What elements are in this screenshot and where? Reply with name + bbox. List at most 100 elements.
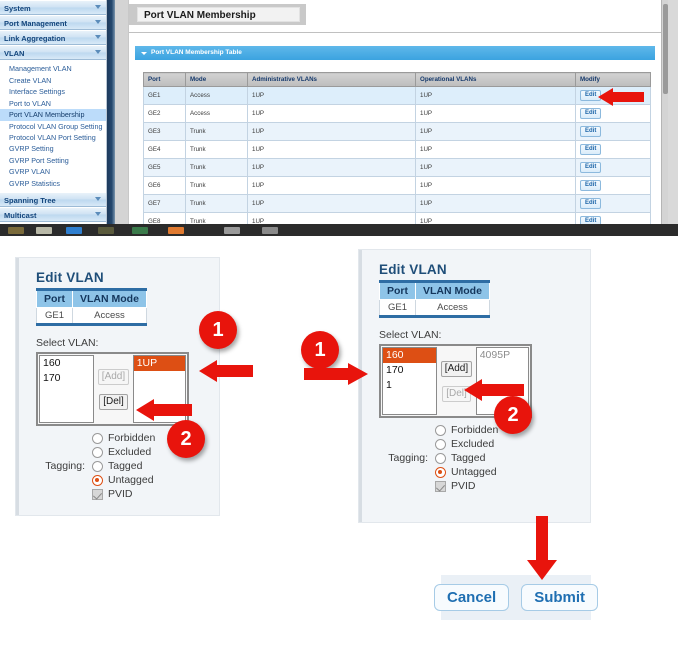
table-row[interactable]: GE2 Access 1UP 1UP Edit bbox=[143, 104, 651, 123]
cell-administrative-vlans: 1UP bbox=[247, 104, 416, 123]
sidebar-item-gvrp-port-setting[interactable]: GVRP Port Setting bbox=[9, 155, 69, 165]
taskbar-icon[interactable] bbox=[224, 227, 240, 234]
table-row[interactable]: GE4 Trunk 1UP 1UP Edit bbox=[143, 140, 651, 159]
port-mode-table: Port VLAN Mode GE1 Access bbox=[36, 288, 147, 326]
sidebar-item-port-to-vlan[interactable]: Port to VLAN bbox=[9, 98, 51, 108]
cell-vlan-mode: Access bbox=[72, 307, 147, 325]
list-item[interactable]: 160 bbox=[383, 348, 437, 363]
available-vlan-listbox[interactable]: 160 170 bbox=[39, 355, 95, 423]
radio-icon bbox=[92, 432, 103, 444]
port-mode-table: Port VLAN Mode GE1 Access bbox=[379, 280, 490, 318]
sidebar-item-interface-settings[interactable]: Interface Settings bbox=[9, 87, 65, 96]
page-title: Port VLAN Membership bbox=[137, 7, 300, 22]
radio-icon-checked bbox=[92, 474, 103, 486]
cell-port: GE2 bbox=[143, 104, 186, 123]
table-row[interactable]: GE3 Trunk 1UP 1UP Edit bbox=[143, 122, 651, 141]
del-button[interactable]: [Del] bbox=[442, 386, 471, 402]
radio-tagged[interactable]: Tagged bbox=[435, 451, 498, 465]
add-button[interactable]: [Add] bbox=[440, 361, 473, 377]
column-header-modify: Modify bbox=[575, 72, 651, 87]
sidebar-group-port-management[interactable]: Port Management bbox=[0, 15, 106, 30]
table-row[interactable]: GE6 Trunk 1UP 1UP Edit bbox=[143, 176, 651, 195]
sidebar-group-link-aggregation[interactable]: Link Aggregation bbox=[0, 30, 106, 45]
sidebar-item-protocol-vlan-group-setting[interactable]: Protocol VLAN Group Setting bbox=[9, 121, 103, 131]
sidebar-group-spanning-tree[interactable]: Spanning Tree bbox=[0, 192, 106, 207]
scrollbar-thumb[interactable] bbox=[663, 4, 668, 94]
annotation-arrow-add-button bbox=[464, 379, 524, 401]
cell-modify: Edit bbox=[575, 194, 651, 213]
list-item[interactable]: 1 bbox=[386, 379, 392, 391]
checkbox-pvid[interactable]: PVID bbox=[435, 479, 498, 493]
cell-administrative-vlans: 1UP bbox=[247, 158, 416, 177]
edit-button[interactable]: Edit bbox=[580, 144, 602, 155]
cell-administrative-vlans: 1UP bbox=[247, 86, 416, 105]
column-header-operational-vlans: Operational VLANs bbox=[415, 72, 576, 87]
sidebar-group-system[interactable]: System bbox=[0, 0, 106, 15]
taskbar-icon[interactable] bbox=[262, 227, 278, 234]
sidebar-item-gvrp-setting[interactable]: GVRP Setting bbox=[9, 144, 54, 153]
radio-excluded[interactable]: Excluded bbox=[435, 437, 498, 451]
add-button[interactable]: [Add] bbox=[97, 369, 130, 385]
port-mode-value-row: GE1 Access bbox=[379, 299, 490, 317]
cell-port: GE1 bbox=[143, 86, 186, 105]
taskbar-icon[interactable] bbox=[36, 227, 52, 234]
transfer-buttons: [Add] [Del] bbox=[437, 347, 475, 415]
edit-button[interactable]: Edit bbox=[580, 198, 602, 209]
cell-modify: Edit bbox=[575, 122, 651, 141]
cell-mode: Trunk bbox=[185, 158, 248, 177]
sidebar-item-management-vlan[interactable]: Management VLAN bbox=[9, 64, 72, 73]
available-vlan-listbox[interactable]: 160 170 1 bbox=[382, 347, 438, 415]
cancel-button[interactable]: Cancel bbox=[433, 584, 510, 611]
taskbar-icon[interactable] bbox=[132, 227, 148, 234]
sidebar-item-gvrp-statistics[interactable]: GVRP Statistics bbox=[9, 178, 60, 188]
cell-port: GE1 bbox=[36, 307, 73, 325]
radio-forbidden[interactable]: Forbidden bbox=[435, 423, 498, 437]
radio-excluded[interactable]: Excluded bbox=[92, 445, 155, 459]
list-item[interactable]: 160 bbox=[43, 357, 61, 369]
sidebar-group-vlan[interactable]: VLAN bbox=[0, 45, 106, 60]
submit-button[interactable]: Submit bbox=[521, 584, 599, 611]
cell-operational-vlans: 1UP bbox=[415, 194, 576, 213]
cell-administrative-vlans: 1UP bbox=[247, 140, 416, 159]
radio-label: Untagged bbox=[451, 466, 497, 478]
radio-untagged[interactable]: Untagged bbox=[435, 465, 498, 479]
column-header-vlan-mode: VLAN Mode bbox=[72, 289, 147, 308]
checkbox-pvid[interactable]: PVID bbox=[92, 487, 155, 501]
taskbar-icon[interactable] bbox=[168, 227, 184, 234]
taskbar-icon[interactable] bbox=[66, 227, 82, 234]
navigation-sidebar[interactable]: System Port Management Link Aggregation … bbox=[0, 0, 107, 224]
taskbar-icon[interactable] bbox=[8, 227, 24, 234]
table-row[interactable]: GE1 Access 1UP 1UP Edit bbox=[143, 86, 651, 105]
edit-button[interactable]: Edit bbox=[580, 126, 602, 137]
list-item[interactable]: 1UP bbox=[133, 356, 185, 371]
radio-untagged[interactable]: Untagged bbox=[92, 473, 155, 487]
sidebar-item-port-vlan-membership[interactable]: Port VLAN Membership bbox=[0, 109, 106, 121]
table-row[interactable]: GE5 Trunk 1UP 1UP Edit bbox=[143, 158, 651, 177]
sidebar-group-multicast[interactable]: Multicast bbox=[0, 207, 106, 222]
list-item[interactable]: 170 bbox=[386, 364, 404, 376]
sidebar-item-protocol-vlan-port-setting[interactable]: Protocol VLAN Port Setting bbox=[9, 132, 96, 142]
collapse-triangle-icon bbox=[141, 52, 147, 55]
list-item[interactable]: 170 bbox=[43, 372, 61, 384]
panel-header[interactable]: Port VLAN Membership Table bbox=[135, 46, 655, 60]
cell-mode: Trunk bbox=[185, 140, 248, 159]
edit-button[interactable]: Edit bbox=[580, 108, 602, 119]
sidebar-item-gvrp-vlan[interactable]: GVRP VLAN bbox=[9, 167, 51, 176]
dialog-title: Edit VLAN bbox=[36, 270, 104, 285]
cell-modify: Edit bbox=[575, 104, 651, 123]
sidebar-group-label: Link Aggregation bbox=[4, 34, 66, 43]
table-row[interactable]: GE7 Trunk 1UP 1UP Edit bbox=[143, 194, 651, 213]
step-badge-1-left: 1 bbox=[199, 311, 237, 349]
vertical-scrollbar[interactable] bbox=[661, 0, 668, 224]
dialog-left-rail bbox=[16, 258, 19, 515]
sidebar-item-create-vlan[interactable]: Create VLAN bbox=[9, 75, 52, 85]
edit-button[interactable]: Edit bbox=[580, 162, 602, 173]
radio-icon bbox=[92, 446, 103, 458]
radio-forbidden[interactable]: Forbidden bbox=[92, 431, 155, 445]
edit-button[interactable]: Edit bbox=[580, 180, 602, 191]
del-button[interactable]: [Del] bbox=[99, 394, 128, 410]
taskbar-icon[interactable] bbox=[98, 227, 114, 234]
radio-tagged[interactable]: Tagged bbox=[92, 459, 155, 473]
tagging-options: Forbidden Excluded Tagged Untagged PVID bbox=[435, 423, 498, 493]
list-item[interactable]: 4095P bbox=[479, 349, 511, 361]
